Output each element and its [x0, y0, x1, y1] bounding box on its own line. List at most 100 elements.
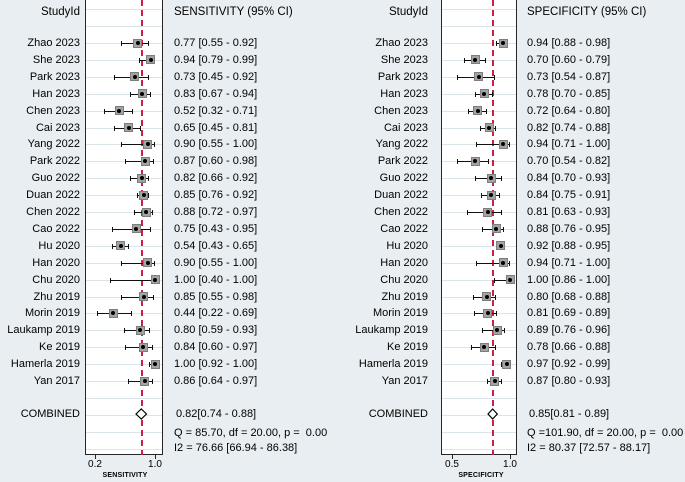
estimate-text: 1.00 [0.86 - 1.00]	[527, 273, 611, 286]
gridline	[86, 381, 162, 382]
point-estimate-marker	[116, 241, 125, 251]
ci-cap	[125, 345, 126, 351]
estimate-text: 0.88 [0.76 - 0.95]	[527, 222, 611, 235]
ci-cap	[148, 193, 149, 199]
point-estimate-dot	[475, 108, 480, 113]
estimate-text: 0.86 [0.64 - 0.97]	[174, 375, 258, 387]
ci-cap	[96, 311, 98, 317]
study-label: Yang 2022	[27, 138, 80, 151]
ci-cap	[474, 311, 476, 317]
plot-area	[85, 0, 163, 455]
gridline	[86, 330, 162, 332]
point-estimate-marker	[490, 376, 500, 386]
study-label: Cai 2023	[383, 121, 428, 134]
study-label: Chen 2022	[26, 206, 80, 218]
point-estimate-marker	[482, 292, 492, 301]
point-estimate-marker	[470, 156, 480, 166]
ci-cap	[148, 41, 149, 46]
estimate-text: 0.94 [0.71 - 1.00]	[527, 138, 611, 151]
estimate-text: 0.80 [0.59 - 0.93]	[174, 324, 258, 337]
point-estimate-marker	[137, 89, 147, 99]
study-label: Guo 2022	[31, 172, 80, 185]
ci-cap	[456, 159, 458, 165]
study-label: Park 2022	[29, 155, 80, 168]
combined-estimate-text: 0.85[0.81 - 0.89]	[529, 408, 610, 420]
estimate-text: 0.88 [0.72 - 0.97]	[174, 206, 258, 218]
ci-cap	[479, 125, 481, 131]
gridline	[86, 195, 162, 197]
ci-cap	[472, 294, 474, 300]
reference-line	[140, 0, 143, 455]
point-estimate-dot	[141, 294, 146, 299]
gridline	[86, 26, 162, 28]
ci-cap	[121, 294, 123, 300]
gridline	[442, 26, 516, 28]
study-label: Cai 2023	[35, 121, 80, 134]
point-estimate-dot	[134, 226, 139, 231]
ci-cap	[112, 226, 114, 232]
point-estimate-dot	[145, 260, 150, 265]
study-label: Duan 2022	[374, 189, 428, 202]
study-label: Hamerla 2019	[10, 358, 80, 371]
point-estimate-marker	[140, 156, 150, 166]
estimate-text: 0.94 [0.88 - 0.98]	[527, 37, 611, 49]
ci-cap	[503, 226, 505, 232]
ci-line	[110, 279, 155, 281]
point-estimate-marker	[150, 359, 160, 369]
point-estimate-dot	[153, 362, 157, 367]
ci-cap	[130, 91, 132, 97]
estimate-text: 0.90 [0.55 - 1.00]	[174, 256, 258, 269]
studyid-header: StudyId	[41, 6, 80, 18]
ci-cap	[112, 243, 114, 249]
point-estimate-dot	[145, 142, 150, 147]
gridline	[442, 431, 516, 433]
estimate-text: 0.70 [0.60 - 0.79]	[527, 53, 611, 66]
point-estimate-dot	[138, 328, 142, 333]
ci-cap	[481, 193, 482, 199]
ci-cap	[151, 210, 153, 215]
estimate-text: 0.94 [0.79 - 0.99]	[174, 53, 258, 66]
point-estimate-marker	[502, 359, 512, 369]
point-estimate-marker	[108, 308, 118, 318]
x-axis-title: SPECIFICITY	[458, 472, 504, 479]
point-estimate-dot	[153, 277, 157, 282]
point-estimate-dot	[142, 379, 147, 383]
gridline	[442, 279, 516, 281]
ci-cap	[151, 345, 153, 351]
study-label: Chen 2023	[374, 104, 428, 117]
point-estimate-marker	[135, 325, 145, 335]
gridline	[86, 9, 162, 11]
gridline	[442, 127, 516, 129]
estimate-text: 0.80 [0.68 - 0.88]	[527, 290, 611, 303]
point-estimate-marker	[498, 258, 508, 268]
point-estimate-dot	[495, 328, 500, 333]
estimate-text: 0.87 [0.80 - 0.93]	[527, 375, 611, 387]
point-estimate-dot	[485, 311, 490, 316]
point-estimate-marker	[141, 207, 151, 217]
x-axis-tick-label: 1.0	[148, 459, 162, 470]
point-estimate-dot	[487, 125, 492, 130]
point-estimate-dot	[132, 74, 137, 79]
gridline	[442, 364, 516, 366]
point-estimate-marker	[139, 292, 149, 301]
gridline	[86, 364, 162, 366]
point-estimate-marker	[498, 139, 508, 149]
ci-line	[493, 279, 510, 281]
ci-cap	[148, 328, 150, 334]
gridline	[86, 93, 162, 95]
ci-cap	[121, 260, 123, 266]
ci-cap	[124, 328, 126, 334]
ci-cap	[476, 260, 478, 266]
point-estimate-dot	[126, 125, 131, 130]
estimate-text: 0.85 [0.55 - 0.98]	[174, 290, 258, 303]
ci-cap	[475, 91, 477, 97]
ci-line	[121, 144, 155, 146]
estimate-text: 0.81 [0.69 - 0.89]	[527, 307, 611, 320]
ci-cap	[496, 311, 498, 317]
ci-cap	[496, 41, 498, 46]
point-estimate-marker	[137, 173, 146, 183]
ci-cap	[475, 176, 477, 182]
point-estimate-dot	[489, 193, 494, 198]
gridline	[442, 448, 516, 450]
x-axis-tick-label: 1.0	[503, 459, 517, 470]
